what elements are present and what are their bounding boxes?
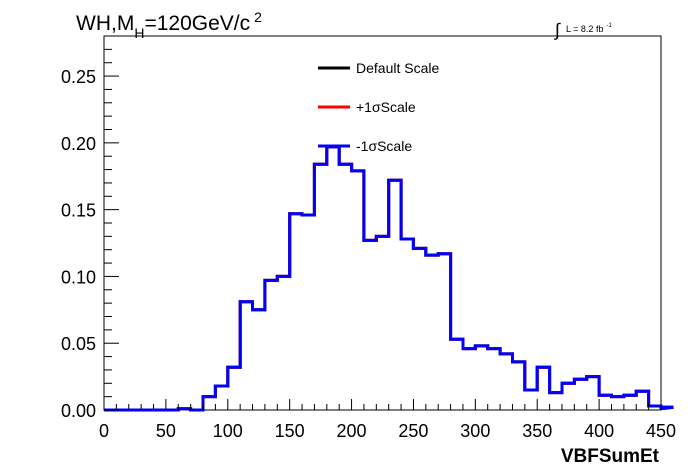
luminosity-label: L = 8.2 fb -1 [566,23,612,34]
x-tick-label: 200 [337,421,367,441]
y-tick-label: 0.20 [61,134,96,154]
x-tick-label: 50 [156,421,176,441]
y-tick-label: 0.05 [61,334,96,354]
legend-label: -1σScale [356,138,412,154]
y-tick-label: 0.15 [61,201,96,221]
y-tick-label: 0.25 [61,67,96,87]
chart-title: WH,MH=120GeV/c 2 [76,9,262,41]
y-tick-label: 0.00 [61,401,96,421]
legend-label: +1σScale [356,99,416,115]
legend: Default Scale +1σScale -1σScale [318,60,439,154]
legend-label: Default Scale [356,60,439,76]
axes-layer: 0 50 100 150 200 250 300 350 400 450 0.00 0.05 0.10 0… [61,35,676,441]
x-tick-label: 250 [398,421,428,441]
x-tick-label: 0 [99,421,109,441]
x-tick-label: 450 [646,421,676,441]
x-tick-label: 350 [522,421,552,441]
x-tick-label: 400 [584,421,614,441]
y-tick-label: 0.10 [61,267,96,287]
series-2 [104,145,674,412]
series-layer [104,145,674,412]
plot-frame [103,35,662,411]
x-axis-label: VBFSumEt [561,446,660,467]
histogram-line [104,145,674,412]
luminosity-integral-symbol: ∫ [553,20,561,40]
x-tick-label: 300 [460,421,490,441]
x-tick-label: 100 [213,421,243,441]
x-tick-label: 150 [275,421,305,441]
